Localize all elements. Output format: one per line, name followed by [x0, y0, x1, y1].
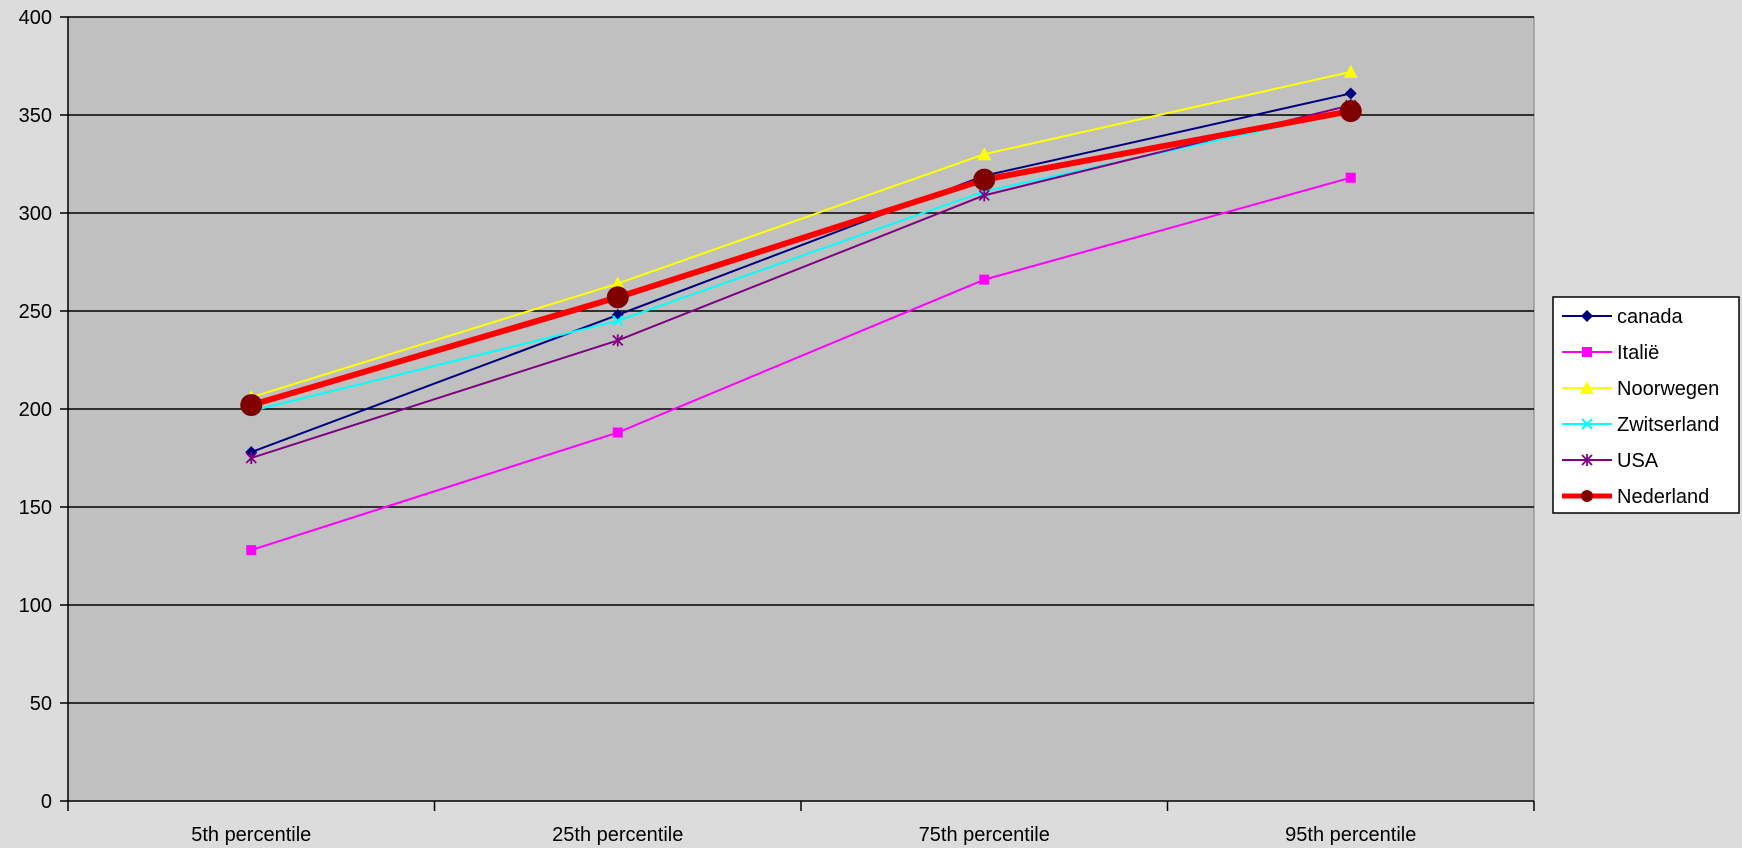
- gridlines: [68, 16, 1534, 704]
- legend-label: Italië: [1617, 342, 1659, 364]
- data-point: [240, 394, 263, 417]
- data-point: [1580, 381, 1594, 394]
- data-point: [1345, 172, 1356, 183]
- legend-item: Noorwegen: [1562, 378, 1719, 400]
- data-point: [1582, 347, 1592, 357]
- legend-label: Nederland: [1617, 486, 1709, 508]
- data-point: [1581, 418, 1593, 430]
- data-point: [979, 274, 990, 285]
- data-point: [1581, 454, 1593, 466]
- y-tick-label: 50: [30, 693, 52, 715]
- series-layer: [240, 64, 1362, 556]
- y-tick-label: 200: [19, 399, 52, 421]
- legend-box: [1552, 296, 1740, 514]
- data-point: [1581, 310, 1593, 322]
- data-point: [1344, 87, 1357, 100]
- x-tick-label: 75th percentile: [919, 824, 1050, 846]
- legend-label: USA: [1617, 450, 1659, 472]
- legend-label: Noorwegen: [1617, 378, 1719, 400]
- series-line: [250, 108, 1352, 408]
- x-tick-label: 5th percentile: [191, 824, 311, 846]
- y-tick-label: 300: [19, 203, 52, 225]
- y-tick-label: 350: [19, 105, 52, 127]
- y-tick-label: 250: [19, 301, 52, 323]
- x-tick-label: 25th percentile: [552, 824, 683, 846]
- data-point: [246, 545, 257, 556]
- data-point: [612, 315, 624, 327]
- data-point: [978, 189, 990, 202]
- series-italië: [246, 172, 1356, 556]
- legend-item: Zwitserland: [1562, 414, 1719, 436]
- legend-item: canada: [1562, 306, 1683, 328]
- y-tick-label: 400: [19, 7, 52, 29]
- series-nederland: [240, 100, 1362, 417]
- legend-label: Zwitserland: [1617, 414, 1719, 436]
- series-line: [250, 70, 1351, 399]
- data-point: [1581, 490, 1593, 502]
- data-point: [606, 286, 629, 309]
- data-point: [1339, 100, 1362, 123]
- data-point: [977, 147, 992, 161]
- legend: canada Italië Noorwegen Zwitserland USA Neder…: [1552, 296, 1740, 514]
- axes: 0 50 100 150 200 250 300 350 400 5th percentile 25…: [19, 7, 1535, 846]
- data-point: [973, 168, 996, 191]
- data-point: [1343, 64, 1358, 78]
- y-tick-label: 0: [41, 791, 52, 813]
- series-line: [250, 176, 1352, 552]
- marker-stroke: [612, 315, 624, 327]
- data-point: [612, 334, 624, 347]
- data-point: [612, 427, 623, 438]
- data-point: [245, 452, 257, 464]
- series-line: [250, 104, 1351, 459]
- marker-stroke: [1581, 418, 1593, 430]
- legend-item: USA: [1562, 450, 1659, 472]
- legend-item: Italië: [1562, 342, 1659, 364]
- series-line: [250, 92, 1351, 454]
- x-tick-label: 95th percentile: [1285, 824, 1416, 846]
- y-tick-label: 150: [19, 497, 52, 519]
- data-point: [610, 276, 625, 290]
- y-tick-label: 100: [19, 595, 52, 617]
- legend-item: Nederland: [1562, 486, 1709, 508]
- legend-label: canada: [1617, 306, 1683, 328]
